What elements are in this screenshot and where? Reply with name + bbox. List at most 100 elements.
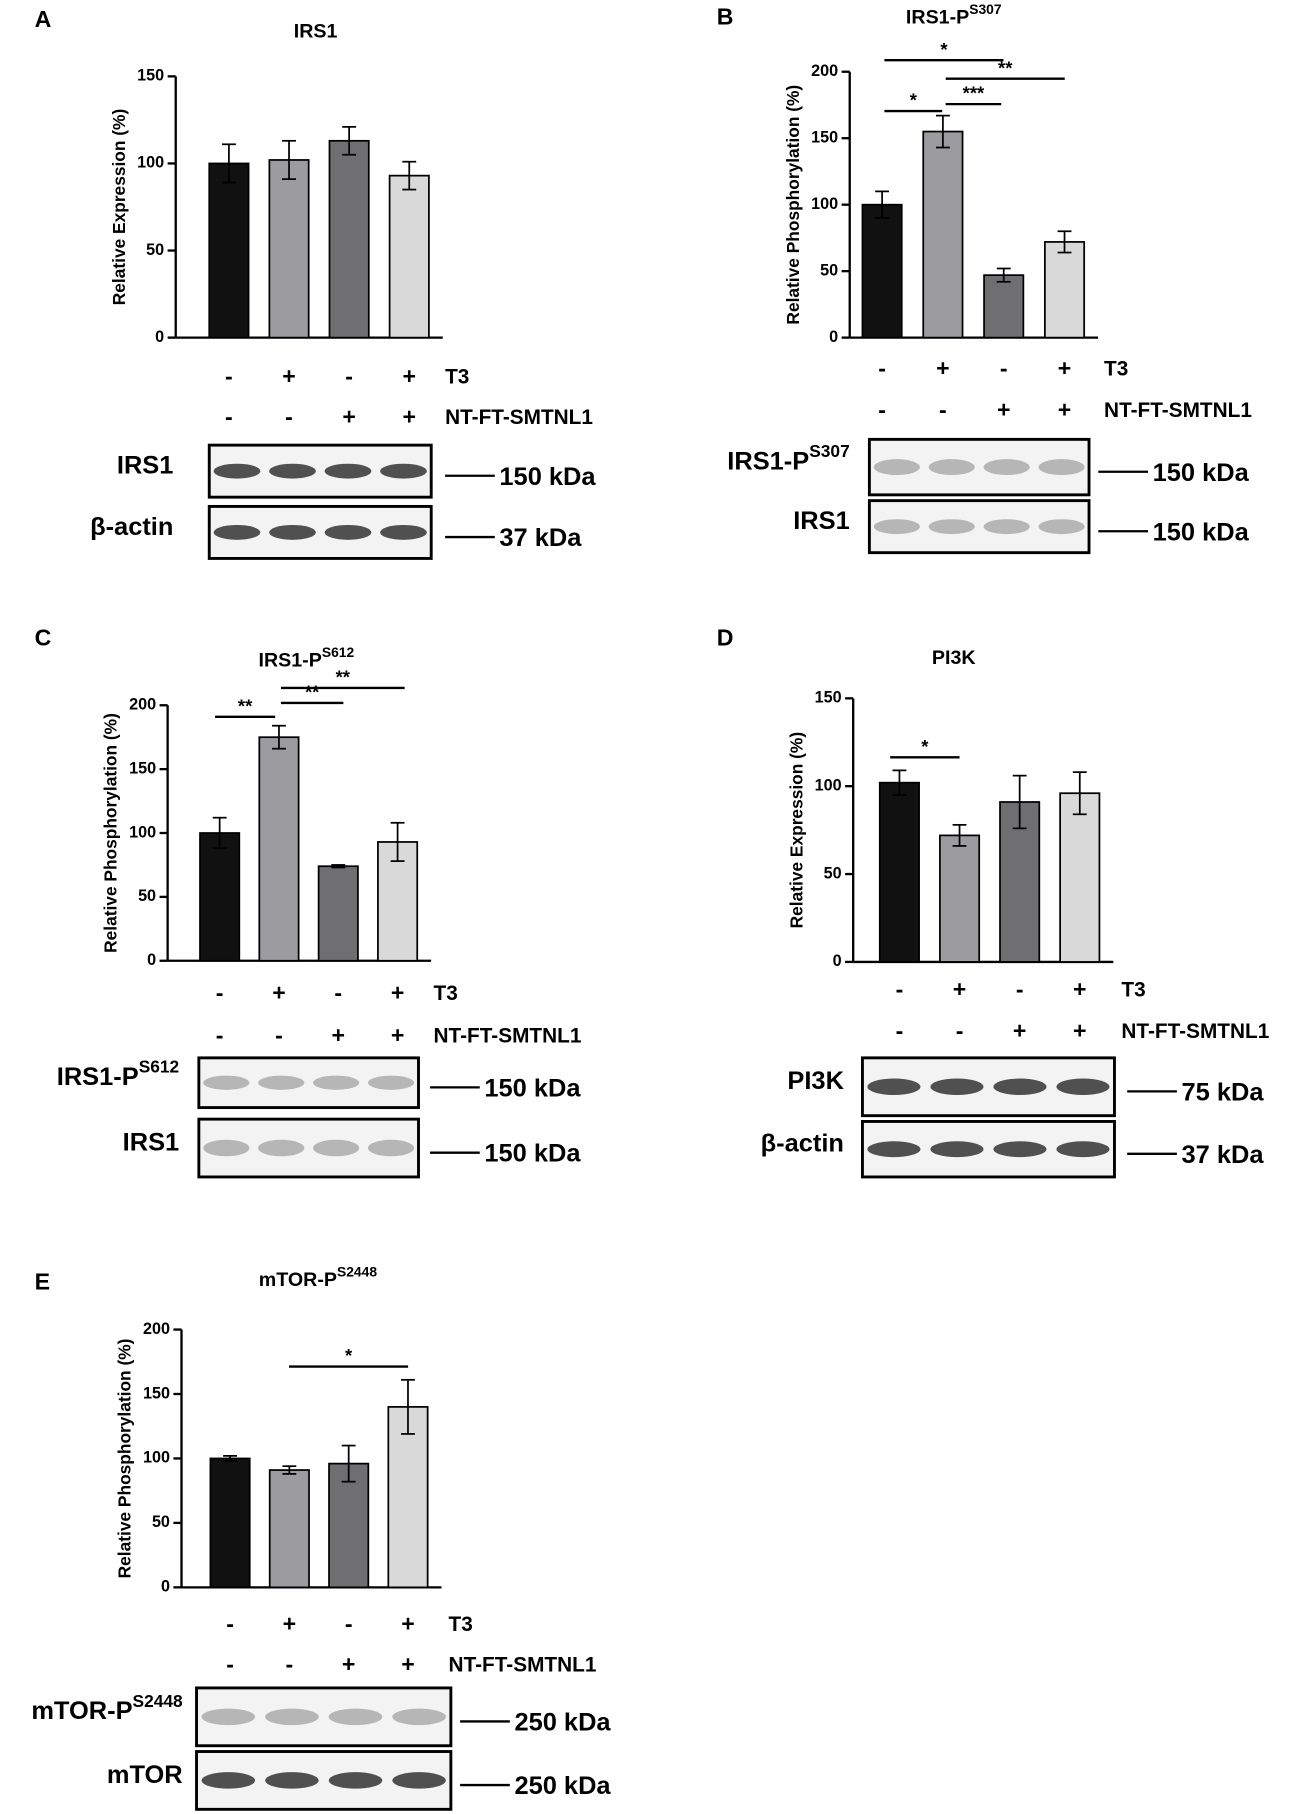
blot-label: mTOR-PS2448 (31, 1690, 183, 1725)
panel-letter: C (35, 624, 52, 650)
blot-band (313, 1139, 360, 1157)
bar (1044, 241, 1086, 339)
bar (922, 130, 964, 339)
y-axis-label: Relative Phosphorylation (%) (101, 713, 121, 953)
condition-sign: - (878, 397, 886, 423)
condition-sign: + (391, 979, 405, 1005)
kda-label: 150 kDa (484, 1140, 581, 1168)
bar (268, 1469, 310, 1589)
bar (258, 736, 300, 962)
blot-band (324, 524, 372, 540)
significance-label: ** (238, 695, 253, 716)
blot-label: mTOR (107, 1761, 183, 1789)
chart-title-main: IRS1 (294, 21, 338, 43)
significance-label: *** (963, 83, 985, 104)
blot-band (867, 1078, 921, 1096)
kda-label: 37 kDa (1182, 1141, 1265, 1169)
kda-label: 250 kDa (514, 1708, 611, 1736)
y-tick-label: 100 (129, 823, 156, 841)
condition-sign: - (225, 404, 233, 430)
blot-band (873, 459, 920, 476)
blot-label: β-actin (90, 513, 173, 541)
y-tick-label: 200 (811, 62, 838, 80)
bar (983, 274, 1025, 339)
y-tick-label: 50 (138, 887, 156, 905)
chart-title: IRS1-PS612 (259, 644, 355, 672)
condition-sign: - (275, 1022, 283, 1048)
kda-label: 37 kDa (499, 524, 582, 552)
blot-label: IRS1 (793, 507, 850, 535)
condition-name: T3 (445, 366, 469, 389)
chart-title: IRS1-PS307 (906, 1, 1002, 29)
bar (878, 781, 920, 963)
y-tick-label: 0 (155, 328, 164, 346)
blot-label-main: IRS1 (123, 1128, 180, 1156)
condition-sign: - (1016, 976, 1024, 1002)
condition-name: T3 (1121, 978, 1145, 1001)
blot-band (203, 1075, 250, 1090)
condition-sign: - (896, 976, 904, 1002)
blot-band (392, 1772, 446, 1789)
chart-title-sup: S2448 (337, 1263, 377, 1279)
condition-sign: - (226, 1651, 234, 1677)
bar (388, 174, 430, 339)
condition-sign: + (282, 363, 296, 389)
significance-label: * (921, 736, 929, 757)
bar (861, 203, 903, 339)
y-axis-label: Relative Phosphorylation (%) (115, 1339, 135, 1579)
y-axis-label: Relative Expression (%) (109, 109, 129, 305)
blot-band (269, 463, 316, 479)
y-tick-label: 200 (143, 1320, 170, 1338)
bar (1059, 792, 1101, 963)
kda-label: 150 kDa (1153, 459, 1250, 487)
blot-label-main: IRS1-P (727, 447, 809, 475)
condition-sign: + (1058, 355, 1072, 381)
blot-band (392, 1708, 446, 1726)
bar (328, 1462, 370, 1589)
condition-name: NT-FT-SMTNL1 (1104, 399, 1252, 422)
blot-band (983, 519, 1030, 535)
blot-label-main: IRS1 (117, 451, 174, 479)
y-tick-label: 200 (129, 696, 156, 714)
condition-sign: - (285, 404, 293, 430)
bar (328, 139, 370, 339)
blot-band (1056, 1078, 1110, 1096)
condition-sign: - (939, 397, 947, 423)
chart-title-main: mTOR-P (259, 1269, 337, 1291)
condition-sign: - (216, 1022, 224, 1048)
blot-band (213, 463, 261, 479)
y-tick-label: 50 (146, 241, 164, 259)
condition-sign: + (401, 1651, 414, 1677)
blot-band (313, 1075, 360, 1090)
blot-band (328, 1772, 383, 1789)
significance-label: * (910, 90, 918, 111)
condition-sign: - (286, 1651, 294, 1677)
kda-label: 250 kDa (514, 1772, 611, 1800)
blot-label-main: IRS1 (793, 507, 850, 535)
condition-sign: + (1073, 976, 1087, 1002)
y-tick-label: 0 (833, 952, 842, 970)
y-tick-label: 0 (147, 951, 156, 969)
blot-band (983, 459, 1030, 476)
condition-sign: + (332, 1022, 346, 1048)
kda-label: 75 kDa (1182, 1078, 1265, 1106)
blot-band (367, 1075, 415, 1090)
blot-band (201, 1772, 256, 1789)
blot-label-sup: S307 (809, 441, 849, 461)
condition-name: NT-FT-SMTNL1 (449, 1653, 597, 1676)
y-tick-label: 100 (137, 154, 164, 172)
condition-sign: - (225, 363, 233, 389)
y-tick-label: 0 (829, 328, 838, 346)
condition-sign: - (345, 363, 353, 389)
condition-sign: + (1058, 397, 1072, 423)
y-tick-label: 150 (811, 128, 838, 146)
bar (317, 865, 359, 962)
bar (208, 162, 250, 339)
blot-band (993, 1078, 1047, 1096)
blot-band (203, 1139, 250, 1157)
condition-sign: - (878, 355, 886, 381)
y-tick-label: 150 (137, 67, 164, 85)
blot-band (867, 1141, 921, 1158)
significance-label: ** (305, 682, 320, 703)
